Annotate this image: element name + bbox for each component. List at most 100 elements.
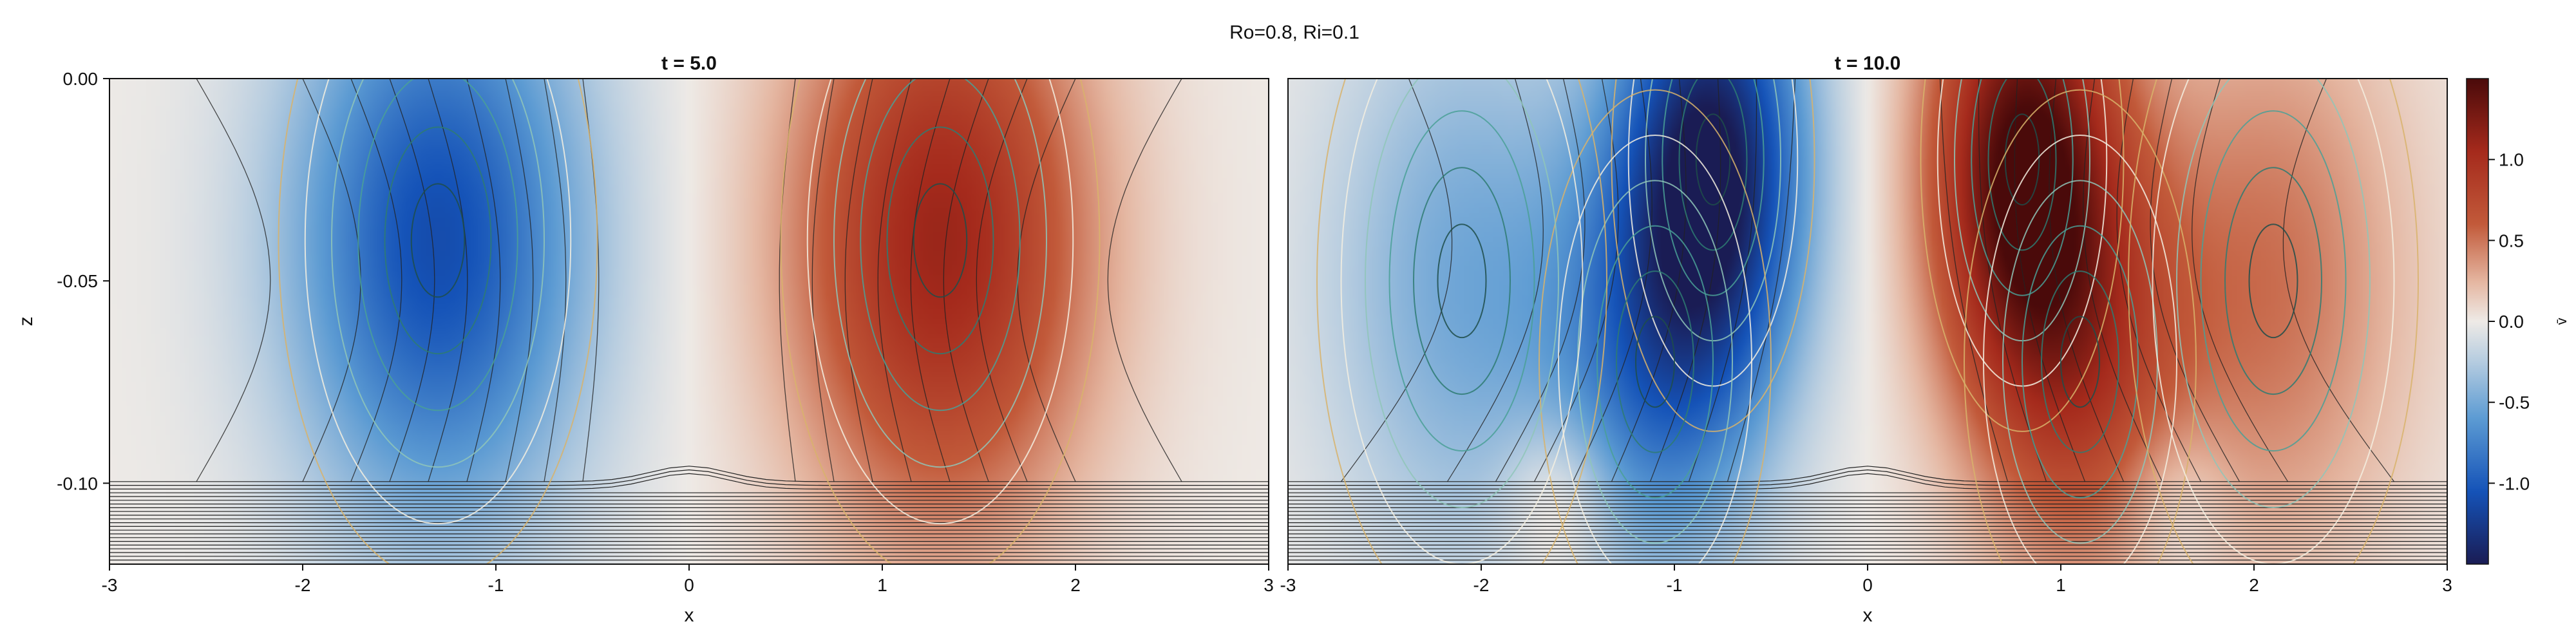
panel-title-right: t = 10.0 bbox=[1835, 53, 1901, 74]
x-tick-label: -1 bbox=[1667, 575, 1683, 595]
streamline bbox=[1340, 79, 1453, 482]
streamline bbox=[811, 79, 835, 482]
isoline bbox=[1645, 79, 1781, 342]
x-tick-label: 0 bbox=[1862, 575, 1873, 595]
x-tick-label: 1 bbox=[877, 575, 887, 595]
panel-right: t = 10.0 x -3 -2 -1 0 1 2 3 bbox=[1280, 53, 2452, 626]
stratification-line bbox=[1288, 466, 2447, 482]
colorbar-gradient bbox=[2466, 78, 2489, 565]
isoline bbox=[1437, 223, 1487, 339]
isoline bbox=[2248, 223, 2298, 339]
colorbar-tick-label: 0.0 bbox=[2499, 312, 2524, 332]
isoline bbox=[1964, 89, 2197, 564]
colorbar-tick-label: 0.5 bbox=[2499, 231, 2524, 251]
streamline bbox=[910, 79, 951, 482]
streamline bbox=[1446, 79, 1544, 482]
streamline bbox=[844, 79, 873, 482]
streamline bbox=[505, 79, 534, 482]
x-tick-label: -2 bbox=[295, 575, 311, 595]
stratification-line bbox=[109, 469, 1269, 486]
streamline bbox=[877, 79, 912, 482]
streamline bbox=[350, 79, 402, 482]
colorbar-tick-label: -1.0 bbox=[2499, 473, 2530, 493]
isoline bbox=[1678, 79, 1748, 251]
streamline bbox=[1688, 79, 1757, 482]
isoline bbox=[410, 183, 466, 298]
x-tick-label: 2 bbox=[1070, 575, 1081, 595]
figure-suptitle: Ro=0.8, Ri=0.1 bbox=[1229, 22, 1359, 43]
streamline bbox=[1727, 79, 1796, 482]
isoline bbox=[1662, 79, 1765, 296]
streamline bbox=[544, 79, 567, 482]
isoline bbox=[331, 79, 545, 468]
streamline bbox=[1107, 79, 1182, 482]
x-ticks-right: -3 -2 -1 0 1 2 3 bbox=[1280, 564, 2452, 595]
x-tick-label: 0 bbox=[684, 575, 694, 595]
colorbar-tick-label: 1.0 bbox=[2499, 150, 2524, 170]
isoline bbox=[2176, 79, 2371, 508]
streamline bbox=[389, 79, 435, 482]
panel-title-left: t = 5.0 bbox=[661, 53, 717, 74]
x-tick-label: 3 bbox=[2442, 575, 2452, 595]
isoline bbox=[886, 126, 994, 355]
isoline bbox=[1558, 135, 1752, 564]
isoline bbox=[1596, 225, 1714, 498]
x-tick-label: -3 bbox=[102, 575, 118, 595]
isoline bbox=[1987, 79, 2057, 251]
isoline bbox=[2041, 270, 2119, 453]
isoline bbox=[833, 79, 1047, 468]
isoline bbox=[1635, 316, 1675, 408]
isoline bbox=[1971, 79, 2074, 296]
x-tick-label: 1 bbox=[2056, 575, 2066, 595]
isoline bbox=[2200, 110, 2347, 452]
isoline bbox=[860, 79, 1021, 412]
x-ticks-left: -3 -2 -1 0 1 2 3 bbox=[102, 564, 1274, 595]
isoline bbox=[1937, 79, 2108, 387]
contours-right bbox=[1288, 79, 2447, 564]
isoline bbox=[2060, 316, 2100, 408]
isoline bbox=[384, 126, 492, 355]
heatmap-right bbox=[1288, 79, 2447, 564]
streamline bbox=[943, 79, 989, 482]
isoline bbox=[1539, 89, 1772, 564]
colorbar-tick-label: -0.5 bbox=[2499, 393, 2530, 413]
y-tick-label: -0.05 bbox=[57, 271, 98, 291]
y-tick-label: -0.10 bbox=[57, 473, 98, 493]
streamline bbox=[2083, 79, 2163, 482]
isoline bbox=[304, 79, 572, 525]
heatmap-left bbox=[109, 79, 1269, 564]
isoline bbox=[1340, 79, 1584, 564]
isoline bbox=[1413, 167, 1511, 395]
isoline bbox=[1316, 79, 1607, 564]
streamline bbox=[2192, 79, 2289, 482]
y-axis-label-left: z bbox=[15, 317, 37, 327]
streamline bbox=[976, 79, 1028, 482]
x-axis-label-left: x bbox=[685, 605, 694, 626]
isoline bbox=[1954, 79, 2090, 342]
isoline bbox=[1388, 110, 1535, 452]
isoline bbox=[2004, 113, 2040, 206]
stratification-line bbox=[109, 473, 1269, 489]
isoline bbox=[780, 79, 1101, 564]
panel-left: t = 5.0 x z -3 -2 -1 0 1 2 3 0.00 -0.05 -0.10 bbox=[15, 53, 1274, 626]
isoline bbox=[2128, 79, 2419, 564]
isoline bbox=[913, 183, 968, 298]
x-tick-label: 2 bbox=[2249, 575, 2259, 595]
streamline bbox=[1649, 79, 1721, 482]
streamline bbox=[2150, 79, 2240, 482]
isoline bbox=[1983, 135, 2177, 564]
contours-left bbox=[109, 79, 1269, 564]
x-tick-label: 3 bbox=[1264, 575, 1274, 595]
y-tick-label: 0.00 bbox=[63, 69, 99, 89]
colorbar-ticks: 1.0 0.5 0.0 -0.5 -1.0 bbox=[2488, 150, 2530, 493]
isoline bbox=[2022, 225, 2139, 498]
streamline bbox=[2282, 79, 2395, 482]
streamline bbox=[1572, 79, 1653, 482]
x-axis-label-right: x bbox=[1863, 605, 1873, 626]
streamline bbox=[2014, 79, 2086, 482]
stratification-line bbox=[1288, 473, 2447, 489]
isoline bbox=[278, 79, 598, 564]
streamline bbox=[466, 79, 501, 482]
x-tick-label: -1 bbox=[488, 575, 504, 595]
